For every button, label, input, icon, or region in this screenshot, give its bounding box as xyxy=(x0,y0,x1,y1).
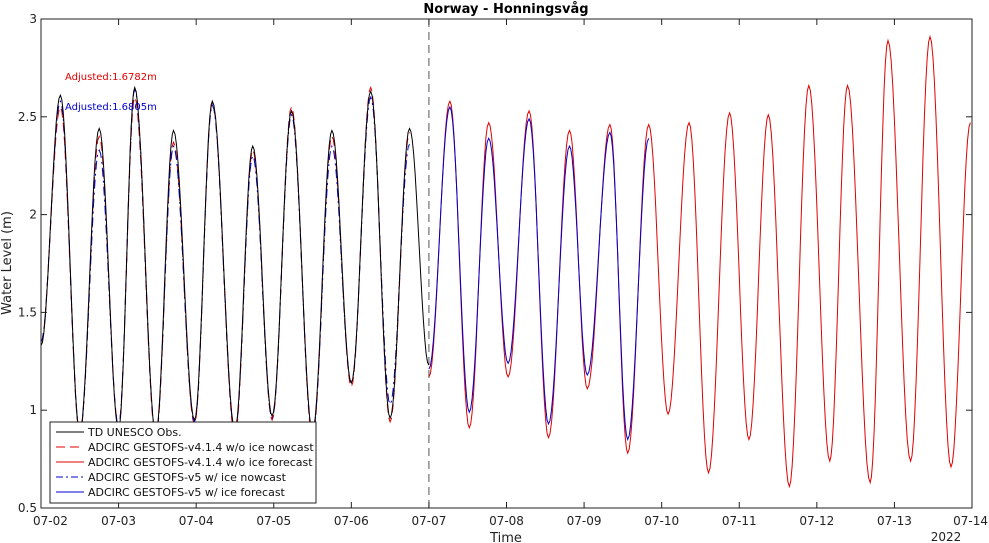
x-tick-label: 07-11 xyxy=(722,514,757,528)
x-axis: 07-02 07-03 07-04 07-05 07-06 07-07 07-08 07-09… xyxy=(33,19,988,528)
x-tick-label: 07-06 xyxy=(334,514,369,528)
series-line-v5_fc xyxy=(428,105,650,441)
year-label: 2022 xyxy=(931,530,962,543)
x-tick-label: 07-14 xyxy=(953,514,988,528)
x-tick-label: 07-04 xyxy=(179,514,214,528)
x-tick-label: 07-02 xyxy=(33,514,68,528)
y-tick-label: 1 xyxy=(29,403,37,417)
legend-label: ADCIRC GESTOFS-v5 w/ ice nowcast xyxy=(88,471,287,484)
x-tick-label: 07-09 xyxy=(567,514,602,528)
x-tick-label: 07-10 xyxy=(644,514,679,528)
y-tick-label: 2.5 xyxy=(18,110,37,124)
legend: TD UNESCO Obs. ADCIRC GESTOFS-v4.1.4 w/o … xyxy=(49,421,317,504)
legend-label: TD UNESCO Obs. xyxy=(87,426,182,439)
x-tick-label: 07-12 xyxy=(799,514,834,528)
y-tick-label: 3 xyxy=(29,12,37,26)
y-tick-label: 0.5 xyxy=(18,501,37,515)
x-tick-label: 07-08 xyxy=(489,514,524,528)
legend-label: ADCIRC GESTOFS-v4.1.4 w/o ice forecast xyxy=(88,456,313,469)
y-tick-label: 2 xyxy=(29,208,37,222)
x-axis-label: Time xyxy=(489,531,522,543)
legend-box xyxy=(49,421,317,504)
x-tick-label: 07-05 xyxy=(256,514,291,528)
x-tick-label: 07-07 xyxy=(411,514,446,528)
y-tick-label: 1.5 xyxy=(18,305,37,319)
adjusted-annotation: Adjusted:1.6782m xyxy=(65,72,157,83)
adjusted-annotation: Adjusted:1.6805m xyxy=(65,102,157,113)
legend-label: ADCIRC GESTOFS-v4.1.4 w/o ice nowcast xyxy=(88,441,314,454)
y-axis: 0.5 1 1.5 2 2.5 3 xyxy=(18,12,972,515)
x-tick-label: 07-13 xyxy=(877,514,912,528)
chart-title: Norway - Honningsvåg xyxy=(423,2,588,17)
x-tick-label: 07-03 xyxy=(101,514,136,528)
y-axis-label: Water Level (m) xyxy=(0,211,15,315)
legend-label: ADCIRC GESTOFS-v5 w/ ice forecast xyxy=(88,486,286,499)
